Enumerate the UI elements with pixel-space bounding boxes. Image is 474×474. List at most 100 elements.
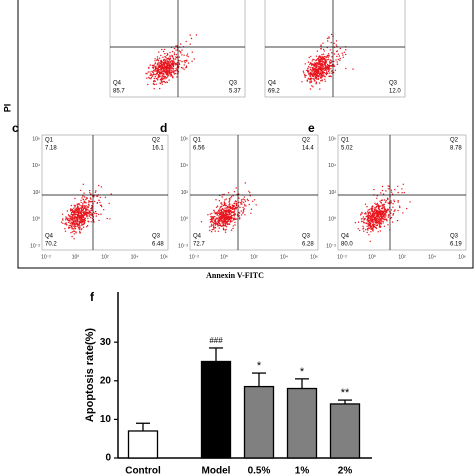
event-dot — [307, 77, 310, 80]
event-dot — [315, 81, 317, 83]
event-dot — [318, 74, 320, 77]
event-dot — [379, 216, 381, 218]
event-dot — [95, 190, 97, 192]
event-dot — [371, 226, 373, 228]
event-dot — [314, 77, 316, 79]
event-dot — [336, 61, 338, 63]
event-dot — [219, 223, 221, 225]
event-dot — [157, 58, 159, 60]
event-dot — [333, 60, 335, 63]
event-dot — [326, 54, 329, 57]
event-dot — [172, 64, 174, 66]
event-dot — [225, 198, 227, 200]
event-dot — [361, 211, 363, 214]
event-dot — [238, 201, 240, 204]
event-dot — [368, 212, 370, 215]
event-dot — [94, 212, 96, 215]
event-dot — [70, 213, 72, 215]
event-dot — [74, 211, 77, 213]
event-dot — [154, 80, 156, 83]
event-dot — [376, 202, 379, 205]
event-dot — [212, 226, 215, 229]
y-tick-label: 10⁰ — [328, 217, 336, 223]
event-dot — [319, 73, 321, 76]
event-dot — [327, 68, 330, 70]
event-dot — [163, 69, 165, 71]
event-dot — [315, 72, 318, 74]
event-dot — [362, 220, 364, 222]
event-dot — [324, 78, 326, 80]
event-dot — [62, 219, 64, 221]
event-dot — [62, 222, 64, 225]
event-dot — [165, 77, 168, 79]
event-dot — [333, 65, 336, 67]
event-dot — [70, 210, 72, 212]
event-dot — [244, 203, 246, 206]
event-dot — [164, 67, 166, 69]
event-dot — [378, 206, 381, 208]
event-dot — [301, 81, 303, 83]
quadrant-name: Q4 — [341, 234, 350, 240]
event-dot — [324, 56, 327, 58]
event-dot — [376, 211, 379, 213]
event-dot — [223, 222, 225, 224]
event-dot — [153, 77, 156, 80]
event-dot — [70, 216, 73, 218]
event-dot — [213, 211, 216, 213]
event-dot — [313, 72, 315, 74]
event-dot — [72, 218, 74, 220]
event-dot — [323, 69, 326, 71]
x-tick-label: 10² — [250, 254, 258, 260]
event-dot — [219, 206, 222, 208]
event-dot — [176, 69, 178, 71]
event-dot — [166, 63, 169, 66]
event-dot — [336, 50, 339, 52]
event-dot — [375, 227, 377, 229]
y-tick-label: 20 — [100, 375, 112, 386]
x-tick-label: 10² — [101, 254, 109, 260]
event-dot — [234, 224, 236, 226]
event-dot — [79, 212, 82, 215]
event-dot — [392, 213, 395, 215]
y-tick-label: 0 — [105, 453, 111, 464]
event-dot — [181, 60, 183, 63]
event-dot — [230, 221, 232, 223]
event-dot — [373, 217, 376, 220]
event-dot — [307, 68, 309, 70]
event-dot — [398, 205, 401, 207]
event-dot — [228, 216, 231, 218]
event-dot — [168, 79, 170, 81]
quadrant-name: Q1 — [193, 138, 202, 144]
event-dot — [383, 214, 385, 216]
event-dot — [372, 229, 374, 231]
event-dot — [66, 224, 68, 226]
event-dot — [372, 210, 374, 213]
significance: * — [300, 366, 305, 378]
event-dot — [94, 200, 96, 203]
event-dot — [223, 212, 225, 215]
event-dot — [383, 225, 386, 227]
event-dot — [365, 229, 367, 231]
event-dot — [217, 221, 219, 223]
quadrant-value: 69.2 — [268, 89, 280, 95]
event-dot — [62, 218, 64, 220]
event-dot — [85, 209, 87, 211]
event-dot — [98, 219, 100, 222]
event-dot — [77, 215, 79, 217]
event-dot — [373, 188, 375, 191]
event-dot — [172, 57, 174, 59]
event-dot — [161, 75, 163, 77]
event-dot — [372, 215, 374, 217]
event-dot — [193, 58, 195, 60]
event-dot — [186, 55, 188, 57]
event-dot — [220, 216, 222, 218]
event-dot — [88, 203, 90, 205]
event-dot — [87, 213, 90, 215]
event-dot — [232, 225, 234, 227]
event-dot — [213, 220, 215, 222]
event-dot — [243, 196, 246, 198]
event-dot — [160, 72, 162, 74]
event-dot — [364, 213, 366, 215]
event-dot — [314, 62, 316, 64]
event-dot — [171, 54, 173, 57]
